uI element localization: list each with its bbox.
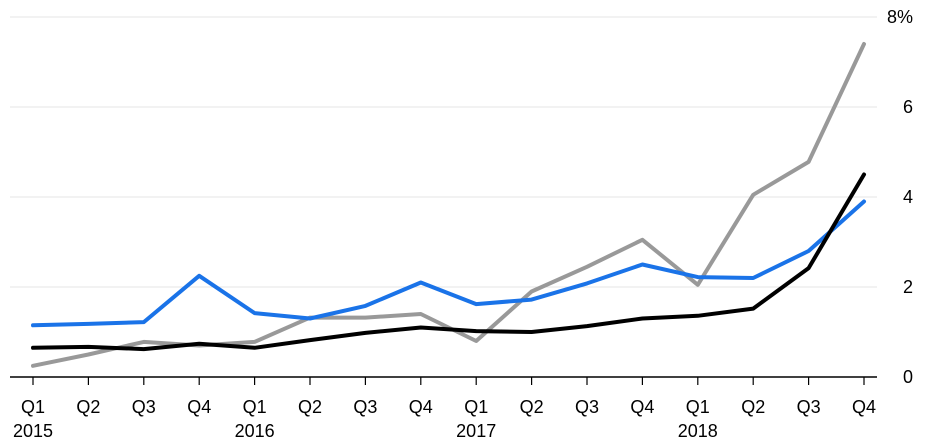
x-tick-label: Q3 bbox=[132, 397, 156, 417]
x-tick-label: Q2 bbox=[298, 397, 322, 417]
x-tick-label: Q4 bbox=[630, 397, 654, 417]
y-tick-label: 8% bbox=[887, 7, 913, 27]
series-line-1 bbox=[31, 199, 866, 328]
x-tick-label: Q2 bbox=[520, 397, 544, 417]
x-tick-label: Q1 bbox=[21, 397, 45, 417]
x-tick-label: Q1 bbox=[464, 397, 488, 417]
x-tick-label: Q3 bbox=[797, 397, 821, 417]
y-axis: 0 2 4 6 8% bbox=[887, 7, 913, 387]
x-tick-label: Q4 bbox=[852, 397, 876, 417]
year-label: 2018 bbox=[678, 421, 718, 441]
x-axis: Q1 Q2 Q3 Q4 Q1 Q2 Q3 Q4 Q1 Q2 Q3 Q4 Q1 Q2 Q3 Q4 2015 2016… bbox=[10, 376, 877, 441]
series-lines bbox=[31, 42, 866, 368]
y-tick-label: 4 bbox=[903, 187, 913, 207]
y-tick-label: 0 bbox=[903, 367, 913, 387]
x-tick-label: Q4 bbox=[187, 397, 211, 417]
x-tick-label: Q3 bbox=[353, 397, 377, 417]
y-tick-label: 2 bbox=[903, 277, 913, 297]
y-tick-label: 6 bbox=[903, 97, 913, 117]
series-line-2 bbox=[31, 172, 866, 352]
x-tick-label: Q1 bbox=[243, 397, 267, 417]
x-tick-label: Q2 bbox=[76, 397, 100, 417]
series-line-0 bbox=[31, 42, 866, 368]
x-tick-label: Q3 bbox=[575, 397, 599, 417]
x-tick-label: Q1 bbox=[686, 397, 710, 417]
year-label: 2016 bbox=[235, 421, 275, 441]
x-tick-label: Q2 bbox=[741, 397, 765, 417]
year-label: 2015 bbox=[13, 421, 53, 441]
year-label: 2017 bbox=[456, 421, 496, 441]
gridlines bbox=[10, 16, 877, 288]
x-tick-label: Q4 bbox=[409, 397, 433, 417]
